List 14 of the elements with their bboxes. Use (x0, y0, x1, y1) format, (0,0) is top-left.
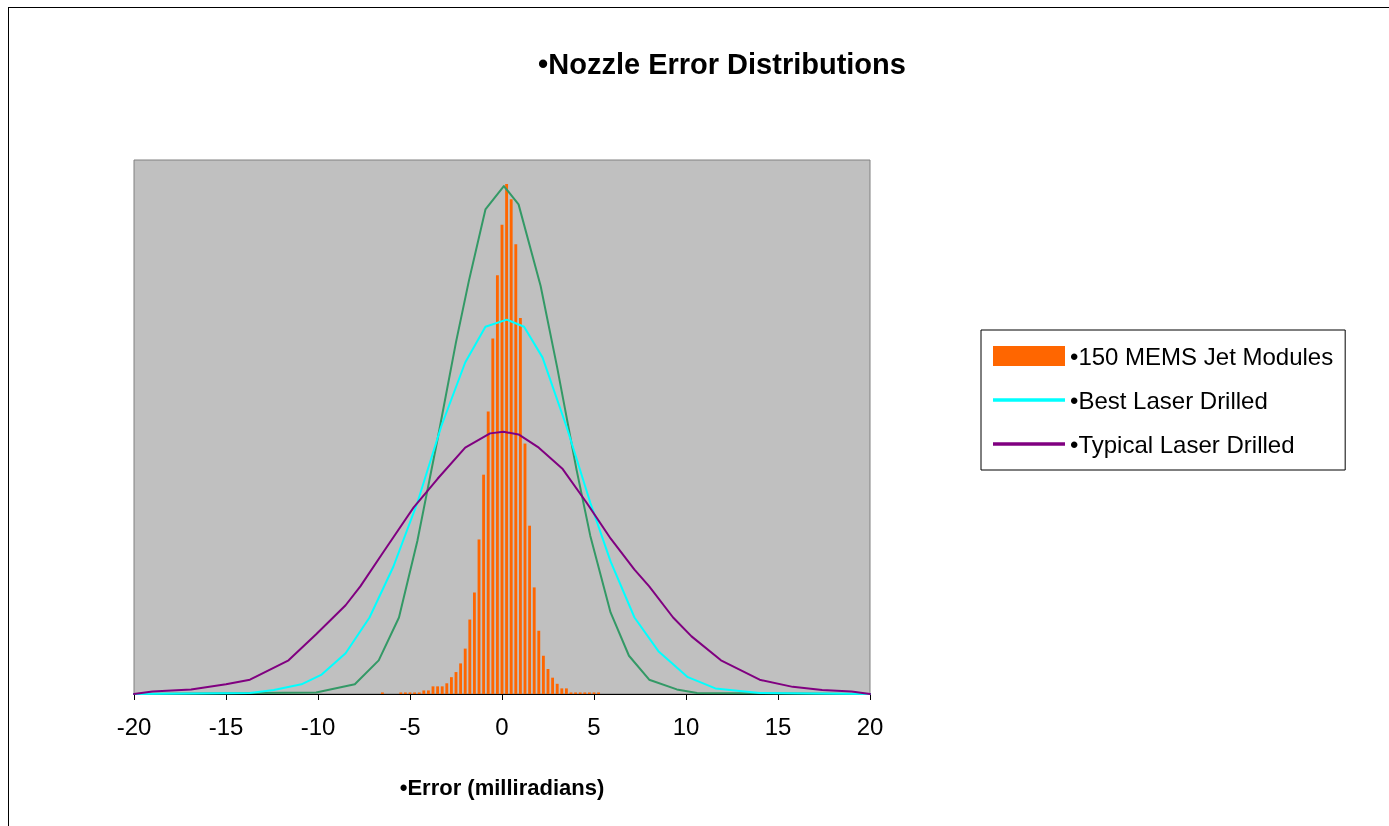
x-tick-label: -15 (208, 712, 244, 740)
x-tick-label: 5 (587, 712, 601, 740)
legend-label: •Typical Laser Drilled (1070, 430, 1295, 458)
x-tick-label: -10 (300, 712, 336, 740)
x-axis-title: •Error (milliradians) (399, 774, 605, 800)
chart-title: •Nozzle Error Distributions (538, 47, 906, 80)
x-tick-label: 10 (672, 712, 700, 740)
x-tick-label: -5 (399, 712, 421, 740)
legend-label: •150 MEMS Jet Modules (1070, 342, 1334, 370)
legend-label: •Best Laser Drilled (1070, 386, 1268, 414)
x-tick-label: 15 (764, 712, 792, 740)
x-tick-label: -20 (116, 712, 152, 740)
x-tick-label: 0 (495, 712, 509, 740)
x-tick-label: 20 (856, 712, 884, 740)
